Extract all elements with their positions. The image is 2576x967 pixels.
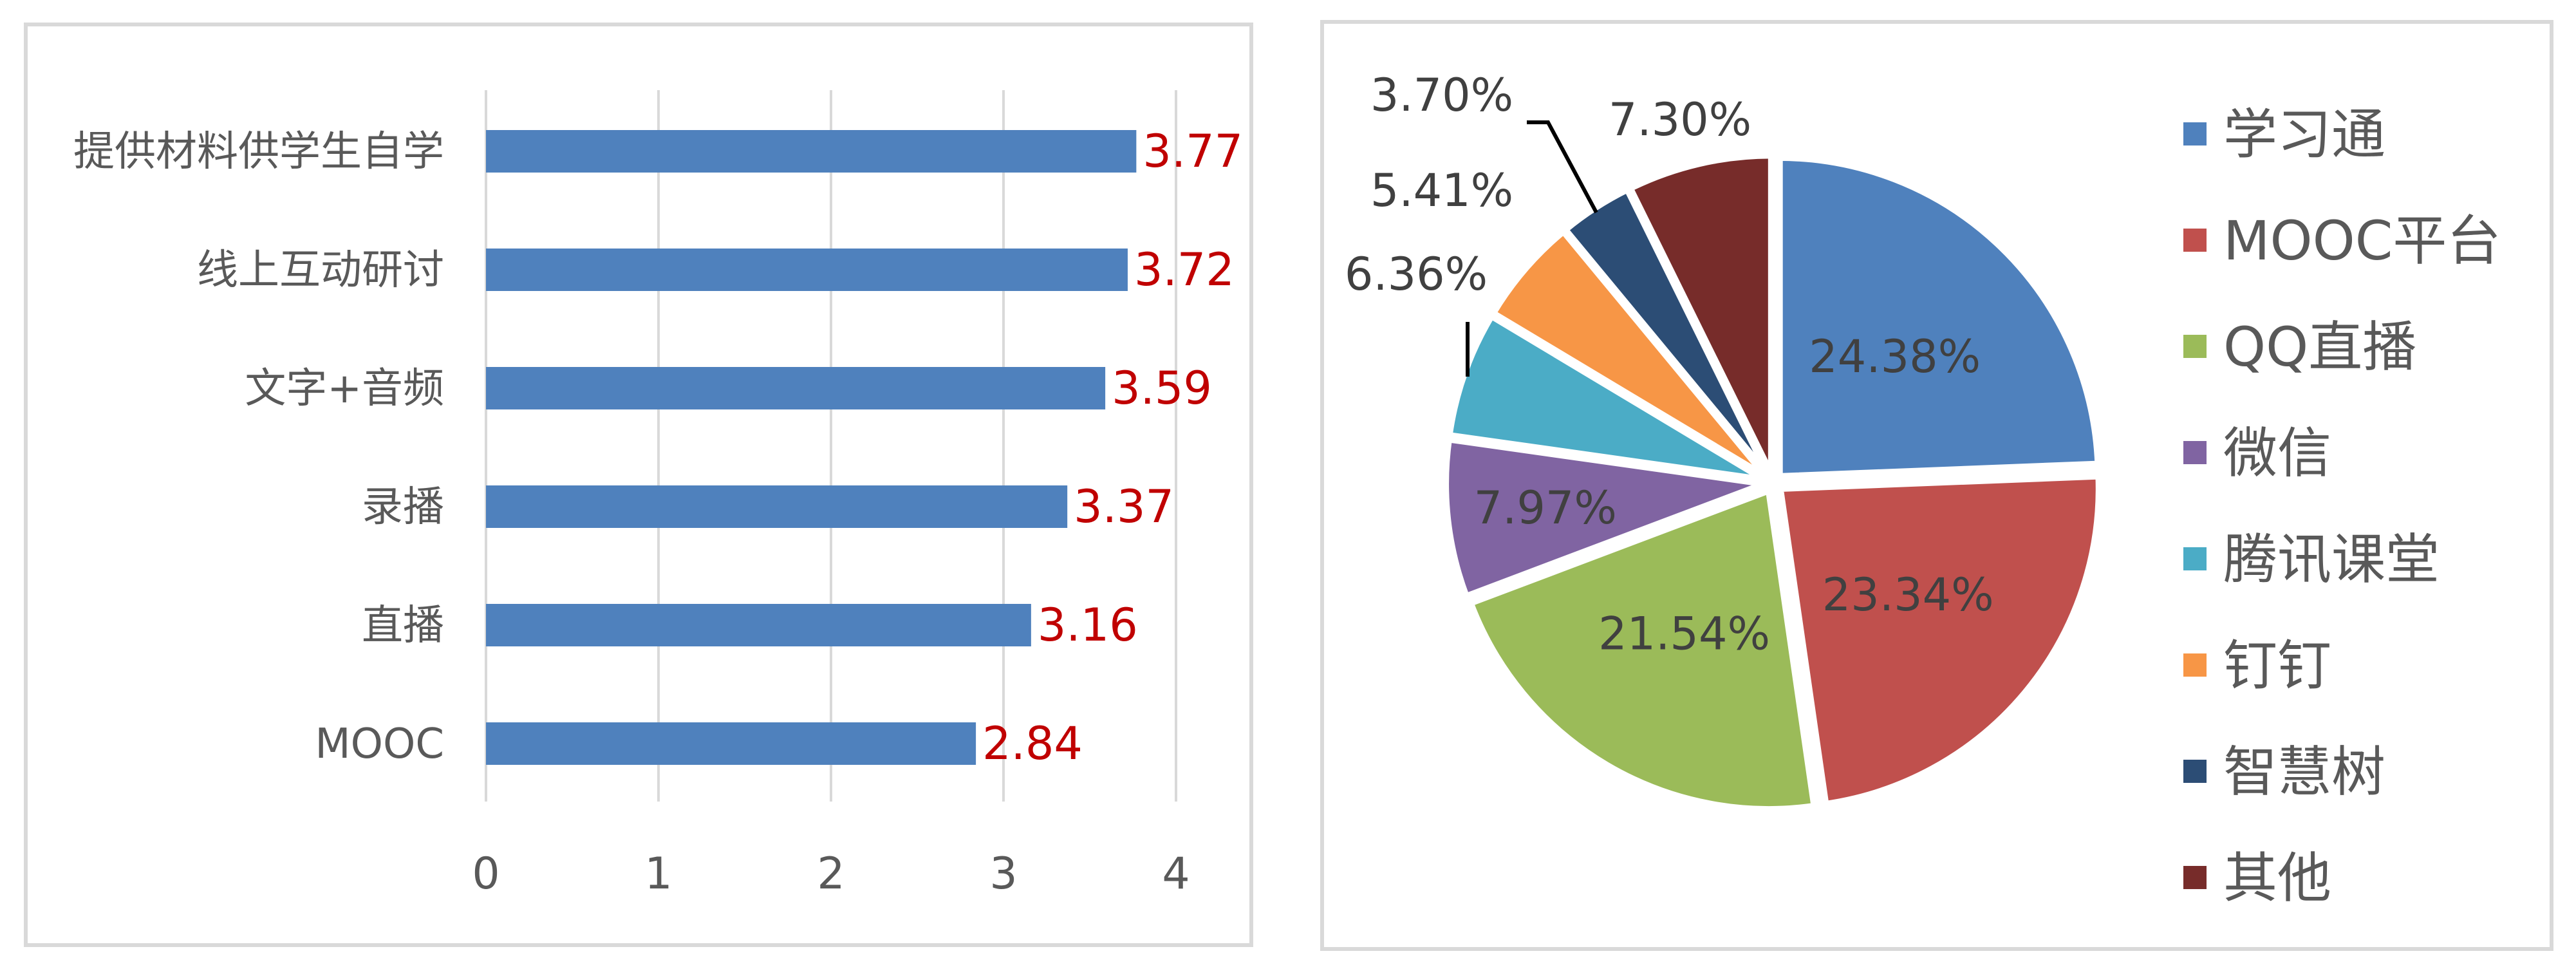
pie-slice-4 <box>1446 312 1768 484</box>
legend-label: 微信 <box>2223 422 2331 485</box>
legend-label: MOOC平台 <box>2223 209 2501 272</box>
x-tick-label: 3 <box>989 849 1017 899</box>
bar-value-label: 3.59 <box>1112 362 1212 415</box>
bar-category-label: MOOC <box>315 720 444 768</box>
legend-swatch <box>2183 229 2207 252</box>
bar-x-axis-ticks: 0 1 2 3 4 <box>472 849 1190 899</box>
bar-category-label: 文字+音频 <box>245 365 444 413</box>
pie-slice-label: 24.38% <box>1809 330 1981 383</box>
bar-series <box>486 130 1137 765</box>
bar-value-label: 3.16 <box>1038 599 1138 652</box>
bar-category-label: 提供材料供学生自学 <box>73 128 444 176</box>
bar-value-label: 3.37 <box>1074 480 1174 533</box>
pie-slice-label: 7.97% <box>1474 482 1617 534</box>
pie-slice-2 <box>1467 487 1818 813</box>
legend-swatch <box>2183 335 2207 358</box>
legend-swatch <box>2183 441 2207 464</box>
bar-5 <box>486 722 976 765</box>
pie-leader-lines <box>1466 120 1598 377</box>
legend-label: 智慧树 <box>2223 740 2385 803</box>
bar-4 <box>486 604 1031 646</box>
legend-swatch <box>2183 653 2207 677</box>
bar-1 <box>486 249 1128 291</box>
pie-slices <box>1442 152 2102 813</box>
x-tick-label: 1 <box>644 849 672 899</box>
legend-swatch <box>2183 866 2207 889</box>
pie-slice-1 <box>1777 473 2102 807</box>
pie-slice-label: 3.70% <box>1370 69 1513 122</box>
bar-category-label: 线上互动研讨 <box>197 247 444 294</box>
legend-swatch <box>2183 547 2207 570</box>
pie-chart: 24.38% 23.34% 21.54% 7.97% 6.36% 5.41% 3.70% 7.… <box>1345 69 2501 910</box>
bar-category-label: 直播 <box>362 602 444 650</box>
legend-label: 学习通 <box>2223 103 2385 166</box>
legend-swatch <box>2183 122 2207 146</box>
pie-slice-label: 21.54% <box>1598 607 1770 660</box>
x-tick-label: 0 <box>472 849 499 899</box>
x-tick-label: 2 <box>817 849 845 899</box>
legend-swatch <box>2183 760 2207 783</box>
pie-slice-7 <box>1627 152 1775 478</box>
pie-slice-0 <box>1776 154 2102 480</box>
bar-value-label: 2.84 <box>982 717 1083 770</box>
bar-value-label: 3.77 <box>1143 125 1243 178</box>
legend-label: 腾讯课堂 <box>2223 528 2440 591</box>
pie-leader-line <box>1527 120 1598 214</box>
pie-slice-5 <box>1489 228 1770 480</box>
bar-2 <box>486 367 1106 409</box>
x-tick-label: 4 <box>1162 849 1190 899</box>
pie-slice-label: 6.36% <box>1345 248 1488 301</box>
legend-label: 其他 <box>2223 847 2331 910</box>
bar-0 <box>486 130 1137 173</box>
pie-slice-label: 23.34% <box>1822 568 1994 621</box>
pie-slice-3 <box>1442 436 1768 600</box>
legend-label: QQ直播 <box>2223 315 2416 379</box>
pie-slice-labels: 24.38% 23.34% 21.54% 7.97% 6.36% 5.41% 3.70% 7.… <box>1345 69 1994 660</box>
bar-value-labels: 3.77 3.72 3.59 3.37 3.16 2.84 <box>982 125 1243 770</box>
bar-category-label: 录播 <box>362 484 444 531</box>
bar-3 <box>486 485 1068 528</box>
legend-label: 钉钉 <box>2223 634 2331 697</box>
pie-slice-label: 7.30% <box>1609 93 1751 146</box>
bar-value-label: 3.72 <box>1134 243 1235 296</box>
bar-chart-panel <box>24 23 1253 947</box>
pie-slice-label: 5.41% <box>1370 164 1513 217</box>
bar-gridlines <box>485 90 1177 802</box>
